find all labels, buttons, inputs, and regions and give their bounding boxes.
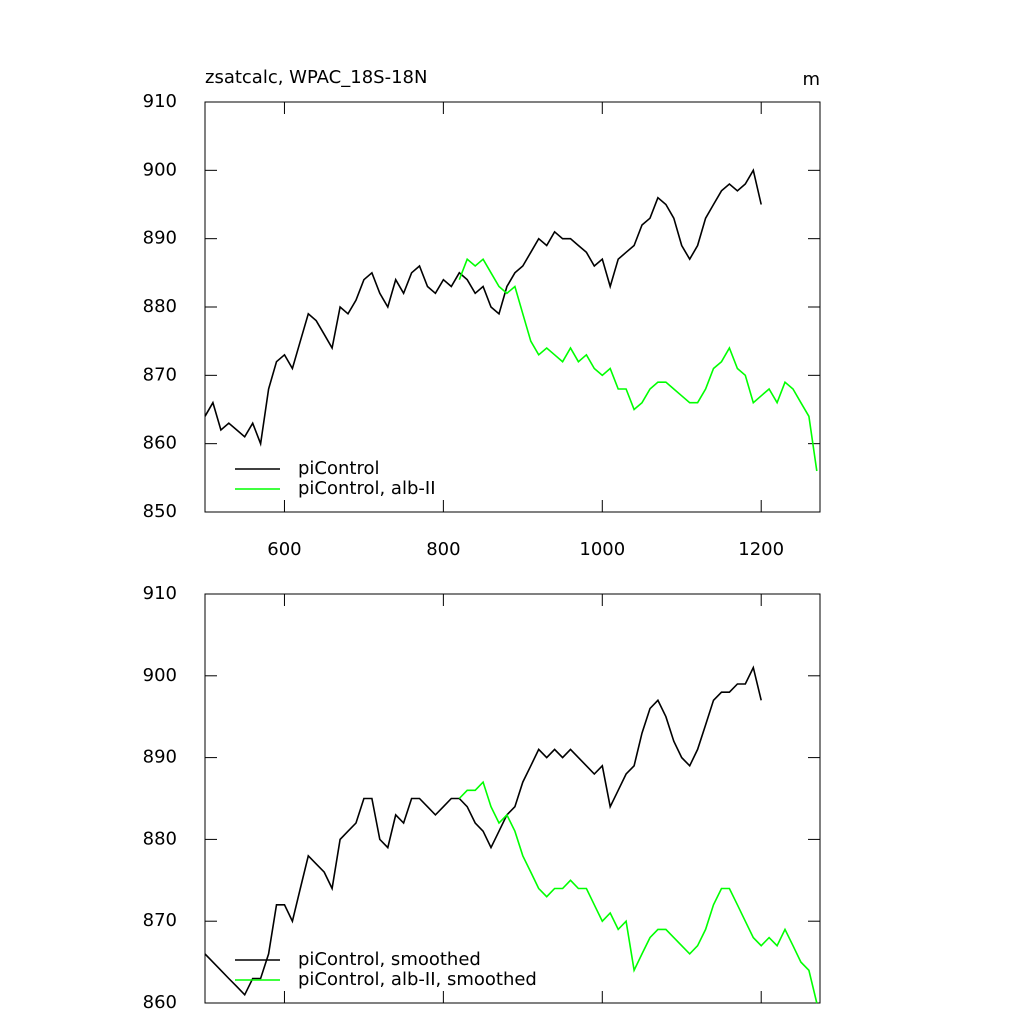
y-tick-label: 870 xyxy=(143,364,177,385)
y-tick-label: 880 xyxy=(143,296,177,317)
series-line xyxy=(204,665,762,997)
legend-label: piControl xyxy=(298,458,380,479)
series-line xyxy=(204,168,762,447)
y-tick-label: 860 xyxy=(143,433,177,454)
legend-label: piControl, alb-II, smoothed xyxy=(298,969,537,990)
legend-label: piControl, smoothed xyxy=(298,949,481,970)
y-tick-label: 880 xyxy=(143,828,177,849)
plot-frame xyxy=(204,593,821,1004)
y-tick-label: 900 xyxy=(143,159,177,180)
series-line xyxy=(458,257,818,472)
x-tick-label: 1000 xyxy=(579,539,625,560)
series-line xyxy=(458,780,818,1004)
y-tick-label: 870 xyxy=(143,910,177,931)
y-tick-label: 900 xyxy=(143,665,177,686)
y-tick-label: 860 xyxy=(143,992,177,1013)
chart-title: zsatcalc, WPAC_18S-18N xyxy=(205,67,427,88)
x-tick-label: 600 xyxy=(267,539,301,560)
y-tick-label: 850 xyxy=(143,501,177,522)
y-tick-label: 910 xyxy=(143,91,177,112)
units-label: m xyxy=(802,69,820,90)
x-tick-label: 1200 xyxy=(738,539,784,560)
plot-frame xyxy=(204,101,821,513)
legend-label: piControl, alb-II xyxy=(298,478,436,499)
y-tick-label: 890 xyxy=(143,747,177,768)
y-tick-label: 910 xyxy=(143,583,177,604)
x-tick-label: 800 xyxy=(426,539,460,560)
y-tick-label: 890 xyxy=(143,228,177,249)
